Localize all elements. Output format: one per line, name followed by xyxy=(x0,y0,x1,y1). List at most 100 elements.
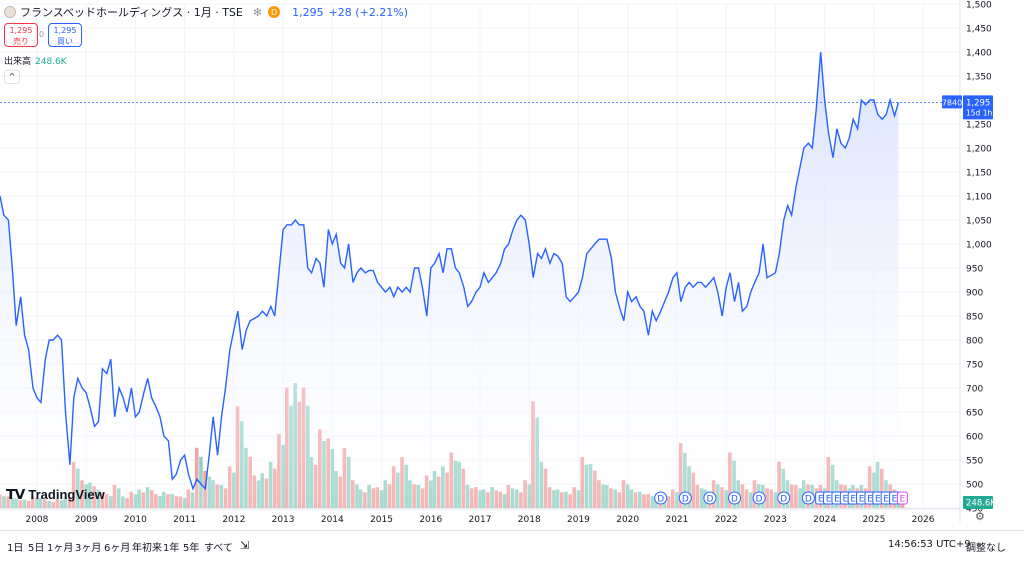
dividend-marker[interactable] xyxy=(777,491,791,505)
x-tick-label: 2008 xyxy=(25,515,48,525)
x-tick-label: 2023 xyxy=(764,515,787,525)
range-1y-button[interactable]: 1年 xyxy=(163,543,180,554)
volume-tag-bg xyxy=(963,496,993,509)
range-1d-button[interactable]: 1日 xyxy=(7,543,24,554)
x-tick-label: 2010 xyxy=(124,515,147,525)
y-tick-label: 1,500 xyxy=(966,1,992,11)
dividend-marker-label: D xyxy=(657,495,664,505)
range-5y-button[interactable]: 5年 xyxy=(183,543,200,554)
dividend-marker-label: D xyxy=(731,495,738,505)
y-tick-label: 1,450 xyxy=(966,25,992,35)
sell-label: 売り xyxy=(13,37,29,46)
y-tick-label: 500 xyxy=(966,481,983,491)
earnings-marker-label: E xyxy=(842,495,848,505)
range-ytd-button[interactable]: 年初来 xyxy=(132,543,162,554)
dividend-marker[interactable] xyxy=(752,491,766,505)
y-tick-label: 700 xyxy=(966,385,983,395)
x-tick-label: 2018 xyxy=(518,515,541,525)
x-tick-label: 2011 xyxy=(173,515,196,525)
y-tick-label: 950 xyxy=(966,265,983,275)
x-tick-label: 2026 xyxy=(912,515,935,525)
x-tick-label: 2015 xyxy=(370,515,393,525)
symbol-title[interactable]: フランスベッドホールディングス · 1月 · TSE xyxy=(20,6,243,19)
y-tick-label: 1,350 xyxy=(966,73,992,83)
y-tick-label: 800 xyxy=(966,337,983,347)
x-tick-label: 2020 xyxy=(616,515,639,525)
earnings-marker-label: E xyxy=(867,495,873,505)
y-tick-label: 1,150 xyxy=(966,169,992,179)
dividend-marker-label: D xyxy=(756,495,763,505)
market-status-badge[interactable]: D xyxy=(268,6,281,18)
range-6m-button[interactable]: 6ヶ月 xyxy=(104,543,131,554)
x-tick-label: 2025 xyxy=(862,515,885,525)
earnings-marker-label: E xyxy=(892,495,898,505)
dividend-marker[interactable] xyxy=(654,491,668,505)
earnings-marker-label: E xyxy=(850,495,856,505)
x-tick-label: 2016 xyxy=(419,515,442,525)
earnings-marker-label: E xyxy=(875,495,881,505)
dividend-marker[interactable] xyxy=(801,491,815,505)
y-tick-label: 450 xyxy=(966,505,983,515)
y-tick-label: 600 xyxy=(966,433,983,443)
dividend-marker[interactable] xyxy=(728,491,742,505)
sell-button[interactable]: 1,295 売り xyxy=(4,23,38,47)
bottom-toolbar: 1日 5日 1ヶ月 3ヶ月 6ヶ月 年初来 1年 5年 すべて ⇲ 14:56:… xyxy=(0,530,1024,570)
x-tick-label: 2017 xyxy=(469,515,492,525)
range-3m-button[interactable]: 3ヶ月 xyxy=(75,543,102,554)
y-tick-label: 1,050 xyxy=(966,217,992,227)
x-tick-label: 2009 xyxy=(75,515,98,525)
collapse-legend-button[interactable]: ^ xyxy=(4,70,20,84)
x-tick-label: 2019 xyxy=(567,515,590,525)
y-tick-label: 850 xyxy=(966,313,983,323)
earnings-marker-label: E xyxy=(818,495,824,505)
last-price-tag: 1,295 xyxy=(966,98,990,108)
price-line xyxy=(0,51,900,491)
earnings-marker[interactable] xyxy=(896,491,908,505)
earnings-marker-label: E xyxy=(859,495,865,505)
tv-logo-icon: 𝗧𝗩 xyxy=(6,486,25,502)
y-tick-label: 1,250 xyxy=(966,121,992,131)
dividend-marker-label: D xyxy=(706,495,713,505)
x-tick-label: 2021 xyxy=(665,515,688,525)
date-range-icon[interactable]: ⇲ xyxy=(240,539,250,552)
buy-label: 買い xyxy=(57,37,73,46)
logo-text: TradingView xyxy=(28,487,105,502)
y-tick-label: 750 xyxy=(966,361,983,371)
tradingview-logo[interactable]: 𝗧𝗩 TradingView xyxy=(6,486,105,503)
countdown-label: 15d 1h xyxy=(966,108,992,117)
buy-button[interactable]: 1,295 買い xyxy=(48,23,82,47)
x-tick-label: 2014 xyxy=(321,515,344,525)
x-tick-label: 2024 xyxy=(813,515,836,525)
range-all-button[interactable]: すべて xyxy=(204,543,233,554)
symbol-tag-bg xyxy=(942,95,962,109)
header-price: 1,295 xyxy=(292,5,324,19)
symbol-logo-icon xyxy=(4,6,16,18)
volume-tag: 248.6K xyxy=(966,499,996,509)
dividend-marker[interactable] xyxy=(703,491,717,505)
dividend-marker[interactable] xyxy=(678,491,692,505)
last-price-tag-bg xyxy=(963,95,993,120)
y-tick-label: 650 xyxy=(966,409,983,419)
clock-display[interactable]: 14:56:53 UTC+9 xyxy=(888,539,971,550)
price-area xyxy=(0,52,899,508)
symbol-header[interactable]: フランスベッドホールディングス · 1月 · TSE ✻ D 1,295 +28… xyxy=(4,4,408,20)
x-tick-label: 2013 xyxy=(272,515,295,525)
y-tick-label: 1,000 xyxy=(966,241,992,251)
volume-label: 出来高 xyxy=(4,57,32,67)
dividend-marker-label: D xyxy=(780,495,787,505)
y-tick-label: 1,100 xyxy=(966,193,992,203)
y-axis[interactable]: 450 500 550 600 650 700 750 800 850 900 950 1,000 1,… xyxy=(959,0,992,522)
volume-bar xyxy=(199,456,203,508)
range-1m-button[interactable]: 1ヶ月 xyxy=(47,543,74,554)
dividend-marker-label: D xyxy=(805,495,812,505)
settings-gear-icon[interactable]: ⚙ xyxy=(975,510,985,523)
volume-value: 248.6K xyxy=(35,57,67,67)
y-tick-label: 550 xyxy=(966,457,983,467)
adjustment-toggle[interactable]: 調整なし xyxy=(966,543,1006,554)
earnings-marker-label: E xyxy=(826,495,832,505)
x-axis[interactable]: 2008 2009 2010 2011 2012 2013 2014 2015 2016 2017… xyxy=(0,508,960,525)
range-5d-button[interactable]: 5日 xyxy=(28,543,45,554)
earnings-marker-label: E xyxy=(900,495,906,505)
